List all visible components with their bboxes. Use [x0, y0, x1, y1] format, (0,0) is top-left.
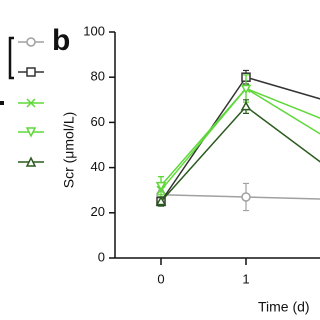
- x-axis-title: Time (d): [258, 299, 310, 315]
- series-line: [160, 105, 320, 203]
- x-tick-label: 1: [242, 271, 249, 286]
- point: [240, 84, 252, 95]
- y-tick-label: 0: [98, 249, 105, 264]
- point: [240, 101, 252, 111]
- point: [155, 195, 167, 206]
- legend-fragment: [0, 36, 44, 167]
- y-tick-label: 40: [91, 159, 105, 174]
- panel-label: b: [52, 24, 70, 57]
- y-tick-label: 20: [91, 204, 105, 219]
- series-line: [160, 87, 320, 187]
- y-axis-title: Scr (μmol/L): [61, 112, 77, 189]
- y-tick-label: 60: [91, 114, 105, 129]
- point: [241, 192, 251, 202]
- y-tick-label: 100: [83, 23, 105, 38]
- y-tick-label: 80: [91, 69, 105, 84]
- series-line: [160, 193, 320, 200]
- point: [155, 181, 167, 192]
- x-tick-label: 0: [157, 271, 164, 286]
